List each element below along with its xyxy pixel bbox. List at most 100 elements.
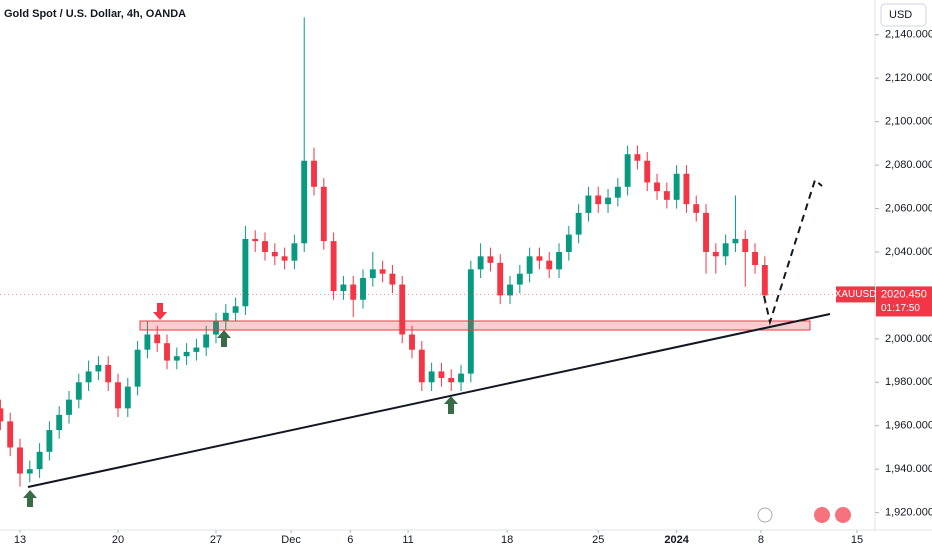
candle-body — [428, 371, 435, 383]
candle-body — [497, 262, 504, 296]
candle-body — [124, 386, 131, 409]
candle-body — [0, 408, 4, 422]
candle-body — [585, 195, 592, 213]
x-tick-label: 20 — [112, 534, 124, 546]
candle-body — [173, 356, 180, 361]
candle-body — [36, 451, 43, 470]
y-tick-label: 1,980.000 — [885, 376, 932, 388]
symbol-label: XAUUSD — [835, 289, 877, 300]
candle-body — [379, 269, 386, 274]
x-tick-label: 13 — [14, 534, 26, 546]
candle-body — [144, 334, 151, 350]
candle-body — [271, 251, 278, 257]
candle-body — [673, 173, 680, 200]
candle-body — [477, 256, 484, 270]
candle-body — [75, 382, 82, 400]
y-tick-label: 2,120.000 — [885, 72, 932, 84]
candle-body — [536, 256, 543, 261]
candle-body — [301, 160, 308, 244]
event-icon[interactable] — [757, 507, 773, 523]
candle-body — [311, 160, 317, 187]
candle-body — [644, 160, 651, 183]
candle-body — [761, 265, 768, 296]
x-tick-label: 2024 — [664, 534, 689, 546]
candle-body — [703, 212, 709, 252]
candle-body — [232, 306, 239, 313]
candle-body — [203, 334, 210, 348]
candle-body — [66, 399, 72, 415]
x-tick-label: 18 — [501, 534, 513, 546]
candle-body — [17, 447, 23, 474]
candle-body — [722, 243, 729, 257]
event-icon[interactable] — [835, 507, 851, 523]
candle-body — [350, 284, 357, 300]
candle-body — [526, 256, 533, 274]
y-tick-label: 2,040.000 — [885, 246, 932, 258]
price-tag — [876, 286, 932, 317]
candle-body — [340, 284, 347, 292]
plot-area — [0, 17, 875, 487]
candle-body — [487, 256, 494, 263]
candle-body — [291, 243, 298, 261]
x-tick-label: 15 — [851, 534, 863, 546]
candle-body — [399, 284, 406, 335]
candle-body — [546, 260, 553, 270]
candle-body — [7, 421, 14, 448]
candle-body — [281, 256, 288, 261]
candle-body — [154, 334, 161, 344]
countdown-label: 01:17:50 — [881, 303, 920, 314]
candle-body — [683, 173, 690, 205]
candle-body — [693, 204, 700, 213]
candle-body — [193, 347, 200, 352]
candle-body — [389, 273, 396, 285]
currency-button[interactable] — [880, 3, 927, 27]
candle-body — [605, 197, 611, 205]
y-tick-label: 2,100.000 — [885, 116, 932, 128]
x-tick-label: Dec — [281, 534, 301, 546]
up-arrow — [217, 330, 231, 347]
x-tick-label: 8 — [758, 534, 764, 546]
candle-body — [752, 251, 758, 265]
x-tick-label: 11 — [402, 534, 413, 546]
candle-body — [26, 469, 33, 474]
candle-body — [624, 154, 631, 187]
candle-body — [369, 269, 376, 279]
candle-body — [330, 241, 337, 292]
candle-body — [85, 371, 92, 383]
x-tick-label: 25 — [592, 534, 604, 546]
y-tick-label: 2,000.000 — [885, 333, 932, 345]
candle-body — [458, 373, 464, 383]
support-zone — [139, 320, 811, 331]
candle-body — [409, 334, 415, 350]
up-arrow — [23, 490, 37, 507]
y-tick-label: 2,060.000 — [885, 202, 932, 214]
y-tick-label: 2,140.000 — [885, 29, 932, 41]
x-tick-label: 27 — [210, 534, 222, 546]
candle-body — [575, 212, 582, 235]
y-tick-label: 2,080.000 — [885, 159, 932, 171]
candle-body — [448, 377, 455, 383]
candle-body — [360, 278, 366, 300]
candle-body — [418, 349, 425, 383]
candle-body — [712, 251, 719, 257]
candle-body — [222, 312, 229, 322]
candle-body — [565, 234, 572, 252]
event-icon[interactable] — [814, 507, 830, 523]
candle-body — [732, 238, 739, 244]
price-label: 2020.450 — [881, 288, 927, 300]
candle-body — [438, 371, 445, 378]
candle-body — [56, 414, 63, 431]
projection-path — [763, 178, 823, 326]
candle-body — [654, 182, 660, 192]
candle-body — [516, 273, 523, 285]
currency-label[interactable]: USD — [889, 9, 912, 21]
candle-body — [95, 364, 102, 372]
candle-body — [614, 186, 621, 198]
candle-body — [213, 321, 219, 335]
y-tick-label: 1,920.000 — [885, 507, 932, 519]
symbol-tag — [836, 286, 875, 303]
down-arrow — [153, 303, 167, 320]
candle-body — [634, 154, 641, 161]
